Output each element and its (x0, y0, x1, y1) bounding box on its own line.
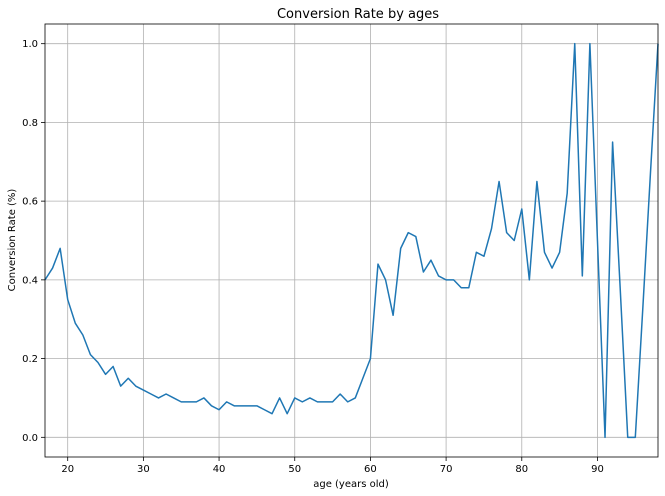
x-tick-label: 20 (61, 464, 74, 475)
y-tick-label: 1.0 (22, 39, 38, 50)
series-group (44, 42, 659, 439)
x-tick-label: 70 (440, 464, 453, 475)
grid (45, 24, 658, 457)
x-axis-label: age (years old) (313, 479, 389, 490)
plot-frame (44, 23, 659, 458)
y-tick-label: 0.4 (22, 275, 38, 286)
x-tick-label: 30 (137, 464, 150, 475)
axis-ticks: 20 30 40 50 60 70 80 90 0.0 0.2 0.4 0.6 0.8 1.0 (22, 39, 604, 475)
x-tick-label: 50 (288, 464, 301, 475)
series-line (44, 42, 659, 439)
x-tick-label: 60 (364, 464, 377, 475)
y-tick-label: 0.6 (22, 197, 38, 208)
y-axis-label: Conversion Rate (%) (7, 189, 18, 292)
y-tick-label: 0.8 (22, 118, 38, 129)
chart-title: Conversion Rate by ages (277, 7, 439, 22)
x-tick-label: 80 (515, 464, 528, 475)
y-tick-label: 0.0 (22, 433, 38, 444)
x-tick-label: 40 (213, 464, 226, 475)
x-tick-label: 90 (591, 464, 604, 475)
y-tick-label: 0.2 (22, 354, 38, 365)
